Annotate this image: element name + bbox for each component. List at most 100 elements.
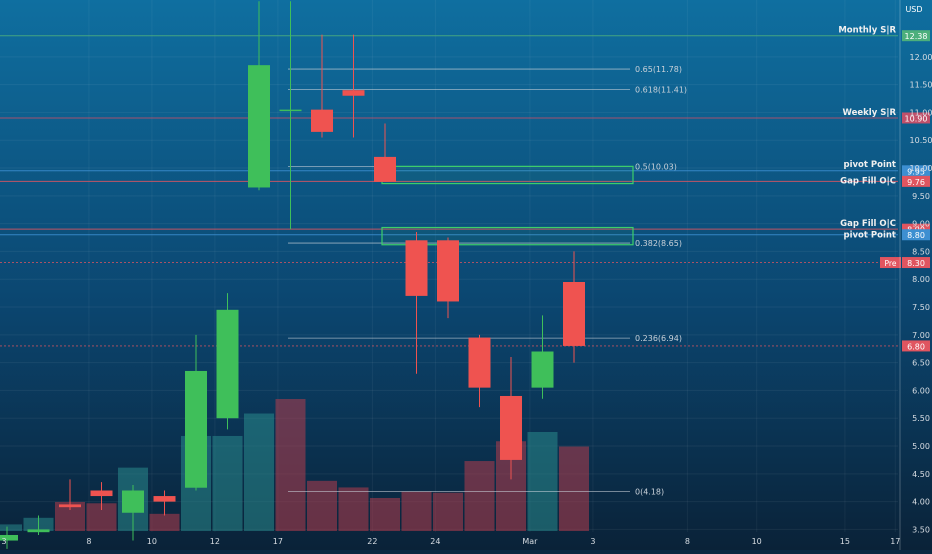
candle bbox=[311, 34, 333, 138]
price-tick-label: 5.50 bbox=[912, 414, 930, 423]
candle-body bbox=[90, 490, 113, 497]
candle bbox=[153, 490, 176, 516]
price-tick-label: 8.00 bbox=[912, 275, 930, 284]
sr-line-label: Weekly S|R bbox=[843, 108, 897, 118]
price-tick-label: 7.00 bbox=[912, 331, 930, 340]
fib-level-label: 0.65(11.78) bbox=[635, 65, 682, 74]
price-tick-label: 11.00 bbox=[910, 108, 932, 117]
fib-level-label: 0.618(11.41) bbox=[635, 86, 687, 95]
price-tick-label: 3.50 bbox=[912, 525, 930, 534]
candle-body bbox=[248, 65, 270, 188]
volume-bar bbox=[527, 432, 558, 531]
price-tick-label: 7.50 bbox=[912, 303, 930, 312]
time-tick-label: 22 bbox=[367, 537, 377, 546]
candle bbox=[59, 479, 81, 510]
candle bbox=[405, 231, 428, 374]
price-tag-label: 6.80 bbox=[907, 342, 925, 351]
price-tag bbox=[902, 229, 930, 241]
volume-bar bbox=[212, 435, 243, 531]
price-tick-label: 5.00 bbox=[912, 442, 930, 451]
candle-body bbox=[279, 109, 302, 112]
candle-body bbox=[27, 529, 50, 533]
gap-fill-box[interactable] bbox=[381, 165, 634, 185]
price-axis[interactable]: USD 12.3810.909.959.768.908.808.30Pre6.8… bbox=[880, 0, 932, 550]
candles-layer bbox=[0, 1, 585, 549]
time-tick-label: 17 bbox=[890, 537, 900, 546]
volume-bar bbox=[244, 413, 274, 531]
price-tag bbox=[902, 165, 930, 177]
volume-bar bbox=[401, 491, 432, 531]
price-tick-label: 11.50 bbox=[910, 81, 932, 90]
sr-line-label: pivot Point bbox=[844, 160, 897, 170]
gap-fill-boxes[interactable] bbox=[381, 165, 634, 246]
candle bbox=[342, 34, 365, 138]
candle-body bbox=[0, 534, 18, 541]
candle bbox=[279, 1, 302, 230]
sr-line-label: pivot Point bbox=[844, 231, 897, 241]
price-tick-label: 4.50 bbox=[912, 470, 930, 479]
sr-line-label: Gap Fill O|C bbox=[840, 176, 896, 186]
time-tick-label: 8 bbox=[86, 537, 91, 546]
candle-body bbox=[500, 395, 522, 460]
candle-body bbox=[437, 240, 459, 302]
volume-bar bbox=[275, 399, 306, 531]
price-tick-label: 10.50 bbox=[910, 136, 932, 145]
time-tick-label: 3 bbox=[1, 537, 6, 546]
time-tick-label: 12 bbox=[210, 537, 220, 546]
candle-body bbox=[405, 240, 428, 296]
candle bbox=[248, 1, 270, 191]
price-tick-label: 9.50 bbox=[912, 192, 930, 201]
candle bbox=[468, 334, 491, 408]
sr-line-label: Gap Fill O|C bbox=[840, 219, 896, 229]
price-tag bbox=[902, 257, 930, 269]
candle-body bbox=[153, 496, 176, 502]
candle bbox=[185, 334, 207, 491]
price-tick-label: 6.00 bbox=[912, 386, 930, 395]
candle-body bbox=[122, 490, 144, 513]
pre-market-label: Pre bbox=[885, 259, 897, 268]
candle-body bbox=[311, 109, 333, 132]
volume-bar bbox=[338, 487, 369, 531]
time-axis[interactable]: 3 8 10 12 17 22 24 Mar 3 8 10 15 17 bbox=[1, 537, 900, 546]
time-tick-label: 10 bbox=[752, 537, 762, 546]
candle bbox=[500, 357, 522, 480]
candle bbox=[90, 482, 113, 510]
time-tick-label: 15 bbox=[840, 537, 850, 546]
volume-bar bbox=[149, 513, 180, 531]
price-tick-label: 9.00 bbox=[912, 220, 930, 229]
volume-bar bbox=[559, 446, 589, 531]
price-tag bbox=[902, 175, 930, 187]
candle bbox=[0, 526, 18, 549]
candle-body bbox=[216, 309, 239, 419]
candle bbox=[216, 293, 239, 430]
candle bbox=[437, 237, 459, 319]
fib-level-label: 0.382(8.65) bbox=[635, 239, 682, 248]
time-tick-label: Mar bbox=[522, 537, 538, 546]
support-resistance-lines: Monthly S|R Weekly S|R pivot Point Gap Fill… bbox=[0, 26, 898, 347]
candle-body bbox=[374, 156, 396, 182]
time-tick-label: 17 bbox=[273, 537, 283, 546]
candle bbox=[563, 251, 585, 363]
volume-bar bbox=[0, 524, 22, 531]
price-tag bbox=[902, 30, 930, 42]
fib-level-label: 0.5(10.03) bbox=[635, 162, 677, 171]
pre-market-tag bbox=[880, 257, 901, 269]
currency-label: USD bbox=[905, 5, 922, 14]
price-tick-label: 6.50 bbox=[912, 359, 930, 368]
volume-bar bbox=[464, 461, 495, 531]
candle-body bbox=[59, 504, 81, 508]
price-tag-label: 10.90 bbox=[905, 114, 928, 123]
time-tick-label: 24 bbox=[430, 537, 440, 546]
candle-body bbox=[563, 282, 585, 346]
candle bbox=[531, 315, 554, 399]
fib-level-label: 0.236(6.94) bbox=[635, 334, 682, 343]
price-tag bbox=[902, 112, 930, 124]
volume-bar bbox=[370, 498, 400, 531]
price-tick-label: 4.00 bbox=[912, 498, 930, 507]
candle bbox=[374, 123, 396, 182]
candle-body bbox=[342, 90, 365, 96]
price-tick-label: 12.00 bbox=[910, 53, 932, 62]
